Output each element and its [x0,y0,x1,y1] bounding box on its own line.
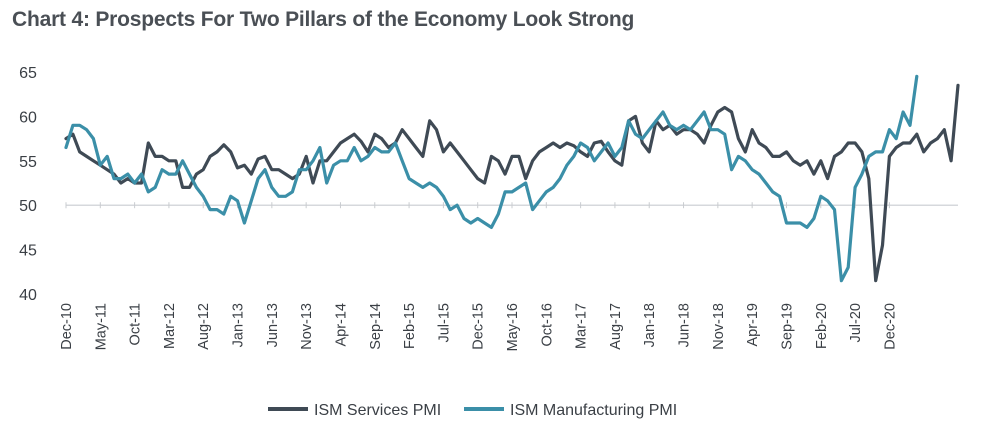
x-tick-label: Mar-12 [162,303,178,349]
x-tick-label: Aug-17 [608,303,624,350]
series-line-services [64,83,960,283]
x-tick-label: Sep-14 [368,303,384,350]
y-tick-label: 50 [19,198,37,215]
x-tick-label: Jul-20 [848,303,864,343]
y-tick-label: 60 [19,109,37,126]
x-tick-label: Aug-12 [196,303,212,350]
x-tick-label: Dec-15 [471,303,487,350]
x-tick-label: Jan-13 [231,303,247,347]
x-tick-label: Oct-16 [539,303,555,347]
x-tick-label: Dec-10 [59,303,75,350]
x-tick-label: Feb-15 [402,303,418,349]
x-tick-label: Sep-19 [779,303,795,350]
x-tick-label: Apr-14 [333,303,349,347]
x-tick-label: Apr-19 [745,303,761,347]
x-tick-label: Jul-15 [436,303,452,343]
y-tick-label: 65 [19,65,37,82]
x-tick-label: Feb-20 [814,303,830,349]
x-tick-label: Jun-13 [265,303,281,347]
x-tick-label: May-11 [93,303,109,350]
x-tick-label: Oct-11 [128,303,144,345]
legend-label: ISM Manufacturing PMI [510,402,677,419]
y-tick-label: 55 [19,154,37,171]
x-tick-label: Nov-18 [711,303,727,350]
x-tick-label: May-16 [505,303,521,351]
legend-label: ISM Services PMI [314,402,441,419]
x-tick-label: Jun-18 [677,303,693,347]
chart-title: Chart 4: Prospects For Two Pillars of th… [12,8,635,31]
series-line-manufacturing [64,74,919,283]
x-tick-label: Jan-18 [642,303,658,347]
y-tick-label: 40 [19,287,37,304]
y-tick-label: 45 [19,243,37,260]
x-tick-label: Nov-13 [299,303,315,350]
x-tick-label: Mar-17 [574,303,590,349]
x-tick-label: Dec-20 [882,303,898,350]
